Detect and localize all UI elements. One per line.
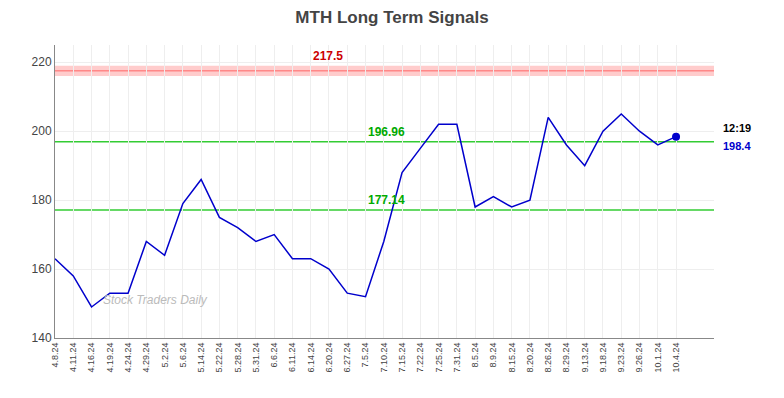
svg-text:4.29.24: 4.29.24 xyxy=(141,343,151,373)
svg-text:7.15.24: 7.15.24 xyxy=(397,343,407,373)
svg-text:196.96: 196.96 xyxy=(368,125,405,139)
svg-text:180: 180 xyxy=(32,193,52,207)
svg-text:6.6.24: 6.6.24 xyxy=(269,343,279,368)
svg-text:9.26.24: 9.26.24 xyxy=(634,343,644,373)
svg-text:6.11.24: 6.11.24 xyxy=(287,343,297,372)
svg-text:8.5.24: 8.5.24 xyxy=(470,343,480,368)
svg-text:5.14.24: 5.14.24 xyxy=(196,343,206,373)
svg-text:6.14.24: 6.14.24 xyxy=(306,343,316,373)
svg-text:4.24.24: 4.24.24 xyxy=(123,343,133,373)
svg-text:9.23.24: 9.23.24 xyxy=(616,343,626,373)
svg-text:5.28.24: 5.28.24 xyxy=(233,343,243,373)
svg-text:8.29.24: 8.29.24 xyxy=(561,343,571,373)
svg-text:8.26.24: 8.26.24 xyxy=(543,343,553,373)
svg-text:198.4: 198.4 xyxy=(723,140,751,152)
svg-text:4.19.24: 4.19.24 xyxy=(105,343,115,373)
svg-text:5.22.24: 5.22.24 xyxy=(214,343,224,373)
svg-text:MTH Long Term Signals: MTH Long Term Signals xyxy=(295,8,488,27)
svg-text:9.13.24: 9.13.24 xyxy=(580,343,590,373)
svg-text:8.9.24: 8.9.24 xyxy=(488,343,498,368)
svg-text:7.22.24: 7.22.24 xyxy=(415,343,425,373)
svg-text:5.2.24: 5.2.24 xyxy=(160,343,170,368)
svg-text:4.8.24: 4.8.24 xyxy=(50,343,60,368)
svg-text:8.15.24: 8.15.24 xyxy=(507,343,517,373)
svg-text:220: 220 xyxy=(32,55,52,69)
svg-text:10.1.24: 10.1.24 xyxy=(653,343,663,373)
svg-text:4.11.24: 4.11.24 xyxy=(68,343,78,372)
svg-text:7.31.24: 7.31.24 xyxy=(452,343,462,373)
svg-text:10.4.24: 10.4.24 xyxy=(671,343,681,373)
svg-text:8.20.24: 8.20.24 xyxy=(525,343,535,373)
svg-text:7.5.24: 7.5.24 xyxy=(360,343,370,368)
svg-text:6.20.24: 6.20.24 xyxy=(324,343,334,373)
svg-text:12:19: 12:19 xyxy=(723,122,751,134)
svg-text:9.18.24: 9.18.24 xyxy=(598,343,608,373)
svg-text:Stock Traders Daily: Stock Traders Daily xyxy=(103,293,208,307)
svg-text:5.31.24: 5.31.24 xyxy=(251,343,261,373)
svg-text:200: 200 xyxy=(32,124,52,138)
svg-text:7.10.24: 7.10.24 xyxy=(379,343,389,373)
svg-text:6.27.24: 6.27.24 xyxy=(342,343,352,373)
svg-text:217.5: 217.5 xyxy=(313,49,343,63)
svg-text:160: 160 xyxy=(32,262,52,276)
svg-text:7.25.24: 7.25.24 xyxy=(434,343,444,373)
svg-text:5.6.24: 5.6.24 xyxy=(178,343,188,368)
svg-text:4.16.24: 4.16.24 xyxy=(86,343,96,373)
svg-text:140: 140 xyxy=(32,331,52,345)
svg-text:177.14: 177.14 xyxy=(368,193,405,207)
